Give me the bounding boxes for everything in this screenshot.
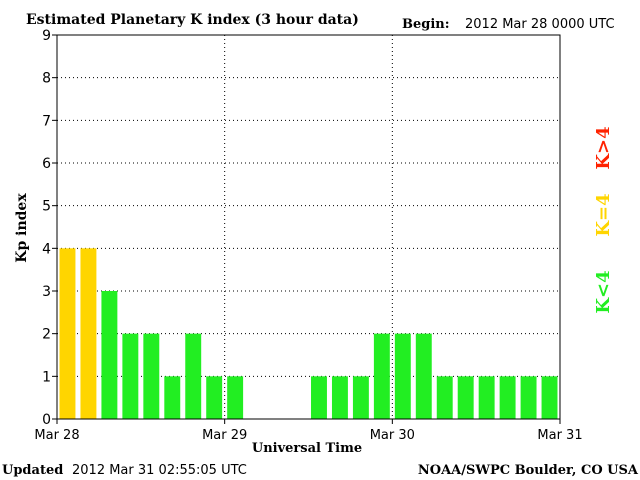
begin-value: 2012 Mar 28 0000 UTC — [465, 17, 615, 32]
y-tick-label: 6 — [42, 156, 51, 172]
x-tick-label: Mar 28 — [34, 428, 79, 443]
y-tick-label: 5 — [42, 199, 51, 215]
kp-bar — [499, 376, 516, 419]
y-tick-label: 1 — [42, 369, 51, 385]
kp-bar — [352, 376, 369, 419]
y-tick-label: 4 — [42, 241, 51, 257]
kp-bar — [227, 376, 244, 419]
chart-title: Estimated Planetary K index (3 hour data… — [26, 12, 359, 28]
kp-bar — [122, 333, 139, 419]
kp-bar — [331, 376, 348, 419]
legend-k-less-4: K<4 — [593, 270, 614, 313]
updated-value: 2012 Mar 31 02:55:05 UTC — [72, 463, 247, 478]
x-tick-label: Mar 29 — [202, 428, 247, 443]
kp-bar — [101, 291, 118, 419]
y-tick-label: 3 — [42, 284, 51, 300]
y-tick-label: 2 — [42, 327, 51, 343]
begin-label: Begin: — [402, 17, 450, 32]
legend: K<4 K=4 K>4 — [593, 126, 614, 313]
plot-area: 0 1 2 3 4 5 6 7 8 9 Mar 28 Mar 29 Mar 30 Mar 31 — [34, 28, 582, 443]
legend-k-equal-4: K=4 — [593, 193, 614, 236]
updated-label: Updated — [2, 463, 63, 478]
kp-bar — [311, 376, 327, 419]
x-axis-label: Universal Time — [252, 441, 362, 456]
kp-bar — [59, 248, 76, 419]
legend-k-greater-4: K>4 — [593, 126, 614, 169]
kp-bar — [206, 376, 223, 419]
y-tick-label: 8 — [42, 71, 51, 87]
kp-bar — [541, 376, 558, 419]
kp-bar — [478, 376, 495, 419]
x-tick-label: Mar 31 — [537, 428, 582, 443]
kp-bar — [185, 333, 202, 419]
kp-bar — [436, 376, 453, 419]
plot-frame — [56, 34, 561, 420]
kp-bar — [520, 376, 537, 419]
y-tick-label: 0 — [42, 412, 51, 428]
source-credit: NOAA/SWPC Boulder, CO USA — [418, 463, 639, 478]
y-tick-label: 9 — [42, 28, 51, 44]
kp-bar — [415, 333, 432, 419]
x-tick-label: Mar 30 — [370, 428, 415, 443]
y-tick-label: 7 — [42, 113, 51, 129]
kp-bar — [394, 333, 411, 419]
kp-bar — [164, 376, 181, 419]
kp-bar — [80, 248, 97, 419]
kp-bar — [373, 333, 390, 419]
y-axis-label: Kp index — [14, 193, 30, 263]
kp-bar — [143, 333, 160, 419]
kp-bar — [457, 376, 474, 419]
